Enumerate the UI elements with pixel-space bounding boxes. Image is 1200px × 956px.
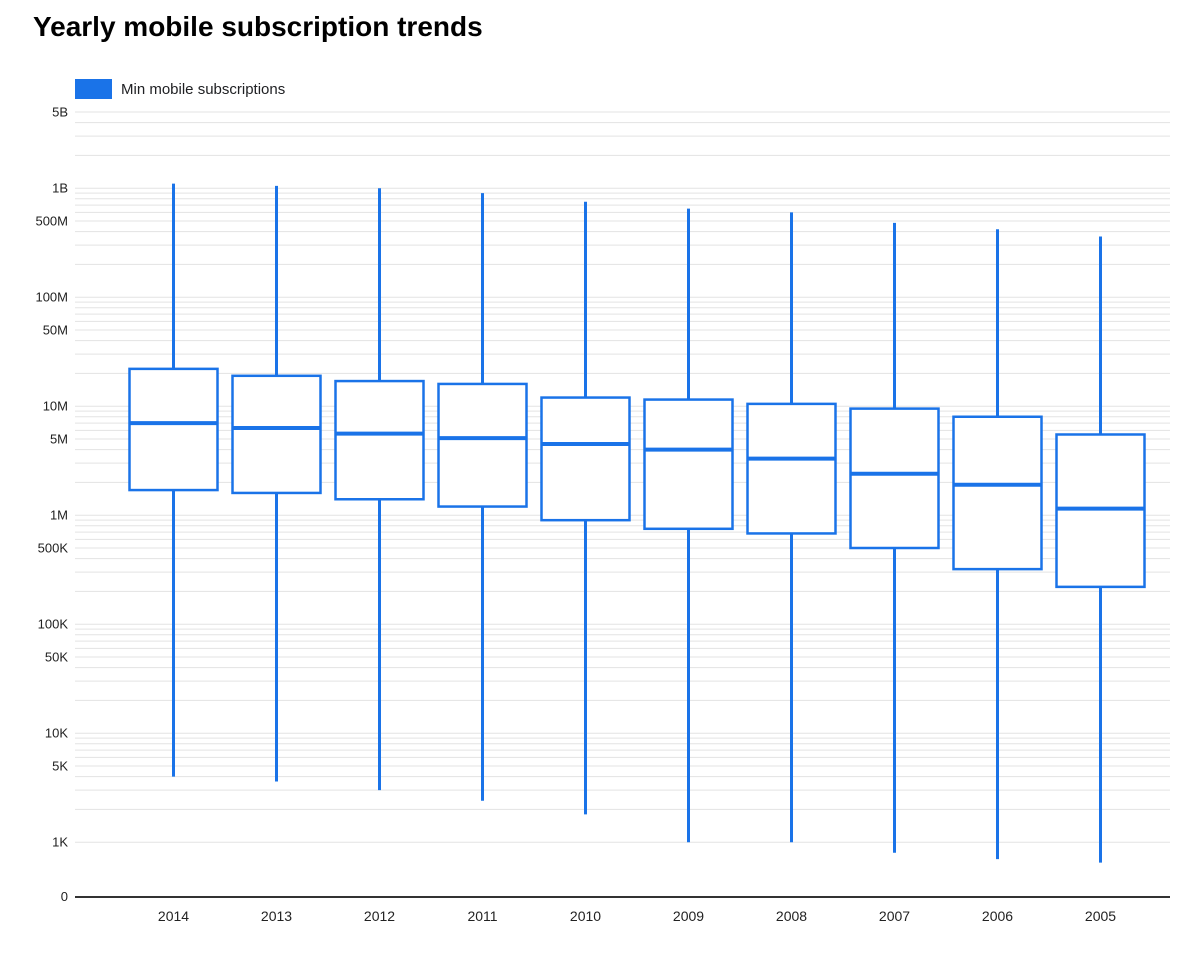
- x-axis-label: 2011: [467, 908, 497, 924]
- boxplot-2007[interactable]: [849, 222, 940, 853]
- y-tick-label: 100K: [38, 617, 69, 632]
- y-tick-label: 1M: [50, 508, 68, 523]
- x-axis-label: 2009: [673, 908, 704, 924]
- x-axis-label: 2007: [879, 908, 910, 924]
- box: [437, 382, 528, 508]
- box: [952, 415, 1043, 571]
- x-axis-label: 2008: [776, 908, 807, 924]
- y-tick-label: 500K: [38, 541, 69, 556]
- y-tick-label: 1K: [52, 835, 68, 850]
- boxplot-2011[interactable]: [437, 193, 528, 801]
- legend: Min mobile subscriptions: [75, 79, 285, 99]
- x-axis-label: 2005: [1085, 908, 1116, 924]
- boxplot-2009[interactable]: [643, 208, 734, 843]
- boxplot-2005[interactable]: [1055, 236, 1146, 863]
- x-axis-label: 2010: [570, 908, 601, 924]
- box: [231, 374, 322, 495]
- y-tick-label: 10K: [45, 726, 68, 741]
- boxplot-2014[interactable]: [128, 183, 219, 777]
- y-tick-label: 5B: [52, 105, 68, 120]
- y-tick-label: 1B: [52, 181, 68, 196]
- y-tick-label: 5M: [50, 432, 68, 447]
- y-tick-label: 50K: [45, 650, 68, 665]
- chart-title: Yearly mobile subscription trends: [33, 11, 483, 42]
- legend-label: Min mobile subscriptions: [121, 80, 286, 98]
- x-axis-label: 2012: [364, 908, 395, 924]
- boxplot-2006[interactable]: [952, 229, 1043, 860]
- x-axis-label: 2006: [982, 908, 1013, 924]
- boxplot-2013[interactable]: [231, 185, 322, 782]
- y-tick-label: 500M: [35, 214, 68, 229]
- boxplot-2008[interactable]: [746, 212, 837, 843]
- box: [643, 398, 734, 531]
- boxplot-2010[interactable]: [540, 201, 631, 815]
- y-tick-label: 10M: [43, 399, 68, 414]
- box: [746, 402, 837, 535]
- y-tick-label: 50M: [43, 323, 68, 338]
- y-tick-label: 5K: [52, 759, 68, 774]
- y-tick-label: 100M: [35, 290, 68, 305]
- x-axis-label: 2014: [158, 908, 189, 924]
- box: [334, 379, 425, 501]
- x-axis-label: 2013: [261, 908, 292, 924]
- box: [1055, 433, 1146, 589]
- boxplot-2012[interactable]: [334, 188, 425, 791]
- y-tick-label-zero: 0: [61, 889, 68, 904]
- box: [128, 367, 219, 492]
- legend-swatch: [75, 79, 112, 99]
- box: [540, 396, 631, 522]
- box: [849, 407, 940, 550]
- y-axis-labels: 5B 1B 500M 100M 50M 10M 5M 1M 500K 100K 50K 10K 5K 1K…: [35, 105, 68, 905]
